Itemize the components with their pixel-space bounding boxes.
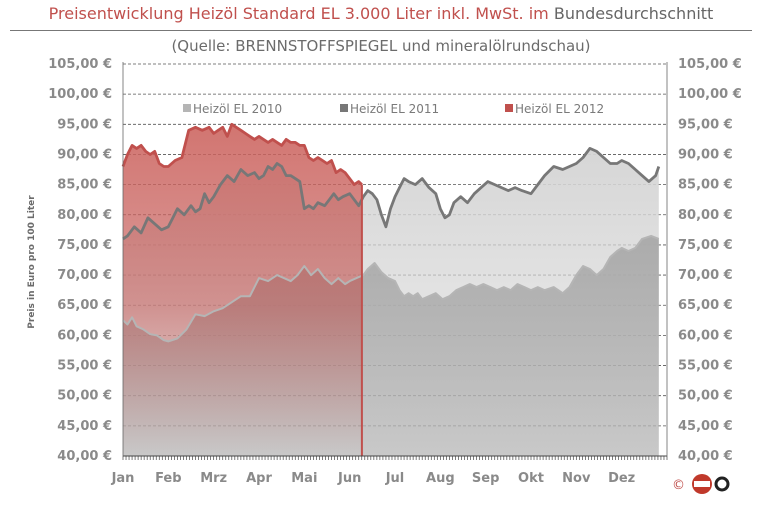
legend-label: Heizöl EL 2012 bbox=[515, 102, 604, 116]
y-tick-label-left: 50,00 € bbox=[57, 389, 112, 404]
y-tick-label-right: 40,00 € bbox=[678, 449, 733, 464]
axes bbox=[122, 62, 668, 460]
y-axis-title: Preis in Euro pro 100 Liter bbox=[27, 195, 37, 329]
y-tick-label-right: 100,00 € bbox=[678, 87, 742, 102]
line-heiz-l-el-2012 bbox=[121, 122, 363, 186]
y-tick-label-right: 55,00 € bbox=[678, 359, 733, 374]
y-tick-label-right: 60,00 € bbox=[678, 328, 733, 343]
x-tick-label: Jul bbox=[385, 471, 405, 486]
y-tick-label-left: 55,00 € bbox=[57, 359, 112, 374]
legend-swatch bbox=[183, 104, 191, 112]
y-tick-label-right: 75,00 € bbox=[678, 238, 733, 253]
x-tick-label: Jun bbox=[337, 471, 361, 486]
y-tick-label-right: 85,00 € bbox=[678, 178, 733, 193]
y-tick-label-left: 80,00 € bbox=[57, 208, 112, 223]
x-tick-label: Jan bbox=[111, 471, 135, 486]
series-areas bbox=[121, 122, 661, 457]
y-axis-right-labels: 40,00 € 45,00 € 50,00 € 55,00 € 60,00 € 65,00… bbox=[678, 57, 742, 464]
y-tick-label-left: 65,00 € bbox=[57, 298, 112, 313]
legend: Heizöl EL 2010 Heizöl EL 2011 Heizöl EL 20… bbox=[183, 102, 604, 116]
legend-label: Heizöl EL 2010 bbox=[193, 102, 282, 116]
chart-title-tail: Bundesdurchschnitt bbox=[553, 4, 714, 23]
y-tick-label-left: 95,00 € bbox=[57, 117, 112, 132]
x-tick-label: Nov bbox=[562, 471, 591, 486]
y-tick-label-right: 70,00 € bbox=[678, 268, 733, 283]
y-tick-label-right: 65,00 € bbox=[678, 298, 733, 313]
y-tick-label-left: 85,00 € bbox=[57, 178, 112, 193]
y-tick-label-left: 70,00 € bbox=[57, 268, 112, 283]
title-divider bbox=[10, 30, 752, 31]
legend-swatch bbox=[340, 104, 348, 112]
line-heiz-l-el-2011 bbox=[122, 147, 661, 241]
legend-label: Heizöl EL 2011 bbox=[350, 102, 439, 116]
copyright-symbol: © bbox=[672, 478, 685, 493]
y-tick-label-right: 80,00 € bbox=[678, 208, 733, 223]
y-tick-label-left: 45,00 € bbox=[57, 419, 112, 434]
x-tick-label: Dez bbox=[608, 471, 635, 486]
y-tick-label-left: 40,00 € bbox=[57, 449, 112, 464]
publisher-logo: © bbox=[672, 474, 730, 494]
chart-subtitle: (Quelle: BRENNSTOFFSPIEGEL und mineralöl… bbox=[171, 37, 591, 55]
y-axis-left-labels: 40,00 € 45,00 € 50,00 € 55,00 € 60,00 € 65,00… bbox=[48, 57, 112, 464]
x-tick-label: Mai bbox=[291, 471, 317, 486]
x-tick-label: Sep bbox=[472, 471, 500, 486]
x-tick-label: Apr bbox=[246, 471, 272, 486]
y-tick-label-left: 100,00 € bbox=[48, 87, 112, 102]
y-tick-label-right: 90,00 € bbox=[678, 147, 733, 162]
y-tick-label-right: 45,00 € bbox=[678, 419, 733, 434]
chart-title-main: Preisentwicklung Heizöl Standard EL 3.00… bbox=[48, 4, 549, 23]
x-tick-label: Mrz bbox=[200, 471, 227, 486]
y-tick-label-left: 105,00 € bbox=[48, 57, 112, 72]
x-tick-label: Feb bbox=[155, 471, 181, 486]
y-tick-label-right: 50,00 € bbox=[678, 389, 733, 404]
y-tick-label-left: 60,00 € bbox=[57, 328, 112, 343]
x-tick-label: Aug bbox=[426, 471, 455, 486]
chart-title: Preisentwicklung Heizöl Standard EL 3.00… bbox=[0, 4, 762, 23]
x-tick-label: Okt bbox=[518, 471, 544, 486]
y-tick-label-left: 75,00 € bbox=[57, 238, 112, 253]
line-heiz-l-el-2010 bbox=[122, 234, 660, 343]
y-tick-label-left: 90,00 € bbox=[57, 147, 112, 162]
area-heiz-l-el-2012 bbox=[123, 124, 362, 457]
y-tick-label-right: 105,00 € bbox=[678, 57, 742, 72]
y-tick-label-right: 95,00 € bbox=[678, 117, 733, 132]
x-axis-labels: Jan Feb Mrz Apr Mai Jun Jul Aug Sep Okt Nov Dez bbox=[111, 471, 636, 486]
legend-swatch bbox=[505, 104, 513, 112]
